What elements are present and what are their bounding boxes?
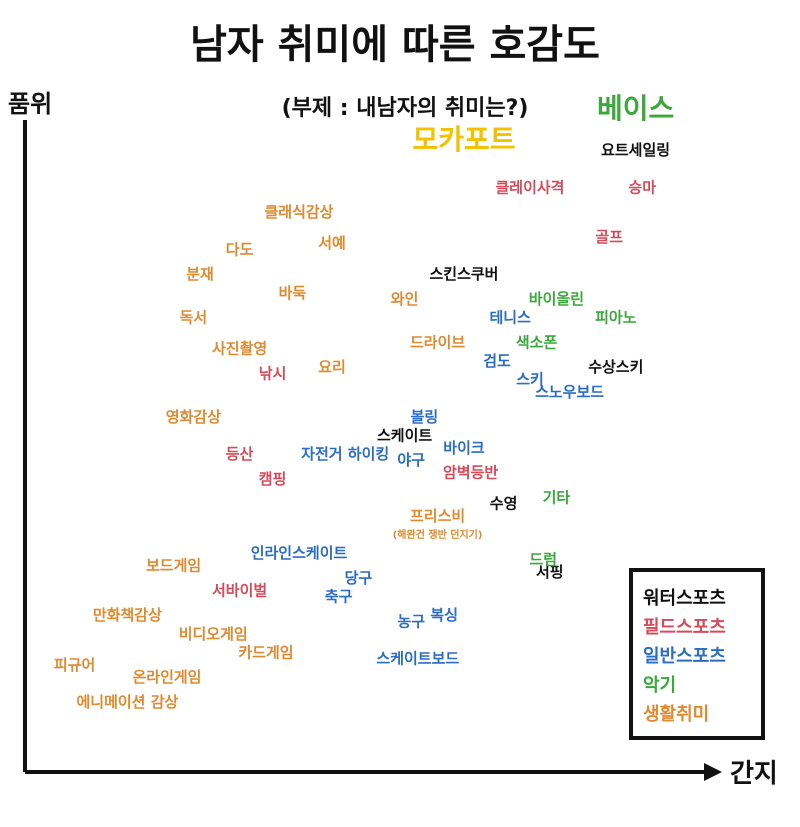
hobby-label: 스키 [516, 371, 544, 389]
hobby-label: 바이크 [443, 439, 485, 457]
legend-frame [629, 568, 765, 740]
legend-entry: 필드스포츠 [643, 617, 726, 638]
legend-entry: 일반스포츠 [643, 646, 726, 667]
hobby-label: 다도 [226, 240, 254, 258]
hobby-label: 피규어 [54, 656, 95, 674]
x-axis-arrow [704, 763, 722, 781]
hobby-label: 클래식감상 [264, 203, 333, 221]
y-axis-label: 품위 [8, 90, 52, 118]
hobby-label: 요리 [318, 358, 346, 376]
hobby-label: 만화책감상 [93, 606, 162, 624]
hobby-label: 수상스키 [588, 358, 643, 376]
hobby-label: 야구 [397, 451, 425, 469]
hobby-label: 서예 [318, 234, 346, 252]
hobby-label: 스케이트 [377, 426, 432, 444]
hobby-label: 암벽등반 [443, 464, 498, 482]
hobby-label: 요트세일링 [601, 141, 670, 159]
hobby-label: 당구 [345, 569, 373, 587]
hobby-label: 카드게임 [238, 643, 293, 661]
hobby-label: 영화감상 [166, 408, 221, 426]
hobby-label: 스노우보드 [535, 383, 604, 401]
hobby-label: 피아노 [595, 309, 637, 327]
hobby-label: 기타 [543, 488, 571, 506]
hobby-label: 자전거 하이킹 [301, 445, 389, 463]
hobby-label: 캠핑 [259, 470, 287, 488]
hobby-label: 클레이사격 [495, 178, 564, 196]
hobby-label: 드라이브 [410, 333, 465, 351]
hobby-label: 승마 [628, 178, 656, 196]
hobby-label: 서바이벌 [212, 581, 267, 599]
hobby-label: 스킨스쿠버 [429, 265, 498, 283]
hobby-label: 드럼 [529, 550, 557, 568]
hobby-label: 분재 [186, 265, 214, 283]
hobby-label: 와인 [391, 290, 419, 308]
hobby-label: 스케이트보드 [376, 650, 459, 668]
annotation-note: (해완건 쟁반 던지기) [393, 528, 483, 541]
hobby-label: 온라인게임 [132, 668, 201, 686]
hobby-label: 사진촬영 [212, 340, 267, 358]
hobby-label: 인라인스케이트 [251, 544, 348, 562]
legend-entry: 생활취미 [643, 704, 709, 725]
hobby-label: 등산 [226, 445, 254, 463]
hobby-label: 비디오게임 [179, 625, 248, 643]
hobby-label: 테니스 [489, 309, 531, 327]
hobby-label: 복싱 [430, 606, 458, 624]
hobby-label: 서핑 [536, 563, 564, 581]
chart-subtitle: (부제 : 내남자의 취미는?) [282, 96, 529, 121]
hobby-label: 에니메이션 감상 [76, 693, 178, 711]
hobby-label: 농구 [397, 612, 425, 630]
hobby-label: 독서 [180, 309, 208, 327]
x-axis-label: 간지 [730, 759, 778, 789]
hobby-label: 색소폰 [516, 333, 558, 351]
hobby-label: 볼링 [411, 408, 439, 426]
legend-entry: 워터스포츠 [643, 587, 726, 609]
hobby-label: 축구 [325, 588, 353, 606]
legend-entry: 악기 [643, 675, 676, 696]
hobby-label: 바이올린 [529, 290, 584, 308]
hobby-label: 모카포트 [412, 123, 515, 156]
hobby-label: 수영 [490, 495, 518, 513]
hobby-label: 검도 [483, 352, 511, 370]
hobby-label: 보드게임 [146, 557, 201, 575]
hobby-label: 골프 [595, 228, 623, 246]
hobby-label: 프리스비 [410, 507, 465, 525]
hobby-label: 바둑 [279, 284, 307, 302]
chart-title: 남자 취미에 따른 호감도 [190, 22, 600, 68]
hobby-label: 베이스 [597, 92, 674, 125]
hobby-label: 낚시 [259, 364, 287, 382]
